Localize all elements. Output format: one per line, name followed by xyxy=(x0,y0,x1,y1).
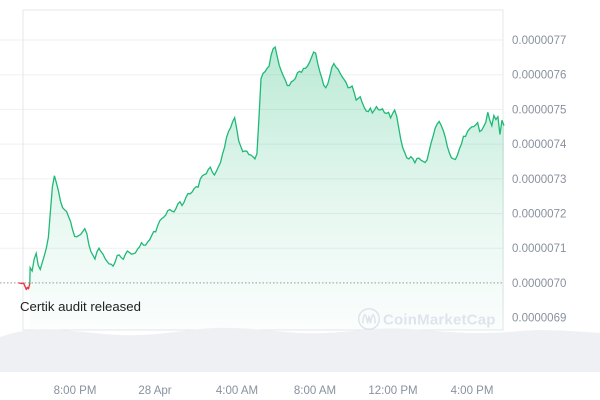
svg-text:0.0000075: 0.0000075 xyxy=(512,104,566,116)
svg-text:28 Apr: 28 Apr xyxy=(138,385,171,397)
svg-text:8:00 AM: 8:00 AM xyxy=(294,385,336,397)
svg-text:12:00 PM: 12:00 PM xyxy=(368,385,417,397)
svg-text:8:00 PM: 8:00 PM xyxy=(54,385,97,397)
svg-text:0.0000072: 0.0000072 xyxy=(512,209,566,221)
svg-text:4:00 AM: 4:00 AM xyxy=(216,385,258,397)
svg-text:0.0000071: 0.0000071 xyxy=(512,243,566,255)
svg-text:0.0000074: 0.0000074 xyxy=(512,139,567,151)
svg-text:Certik audit released: Certik audit released xyxy=(20,299,141,314)
svg-text:0.0000073: 0.0000073 xyxy=(512,174,566,186)
svg-text:0.0000070: 0.0000070 xyxy=(512,278,566,290)
svg-text:CoinMarketCap: CoinMarketCap xyxy=(383,312,496,329)
svg-text:0.0000076: 0.0000076 xyxy=(512,70,566,82)
svg-text:0.0000077: 0.0000077 xyxy=(512,35,566,47)
svg-text:4:00 PM: 4:00 PM xyxy=(451,385,494,397)
svg-text:0.0000069: 0.0000069 xyxy=(512,313,566,325)
